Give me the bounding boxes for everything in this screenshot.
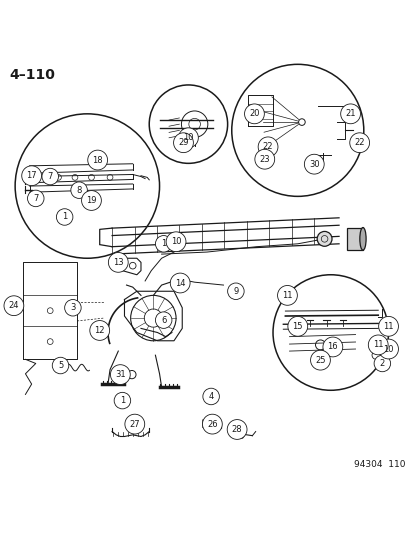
- Circle shape: [277, 286, 297, 305]
- Circle shape: [114, 392, 131, 409]
- Text: 22: 22: [262, 142, 273, 151]
- Text: 4–110: 4–110: [9, 68, 55, 83]
- Circle shape: [125, 414, 145, 434]
- Circle shape: [71, 182, 87, 198]
- Text: 9: 9: [233, 287, 238, 296]
- Text: 21: 21: [344, 109, 355, 118]
- Circle shape: [340, 104, 360, 124]
- Text: 10: 10: [183, 133, 193, 142]
- Text: 94304  110: 94304 110: [353, 459, 404, 469]
- Circle shape: [227, 419, 247, 439]
- Text: 31: 31: [115, 370, 126, 379]
- Text: 13: 13: [113, 258, 123, 267]
- Circle shape: [155, 312, 171, 328]
- Circle shape: [52, 357, 69, 374]
- Text: 20: 20: [249, 109, 259, 118]
- Circle shape: [90, 320, 109, 341]
- Text: 3: 3: [70, 303, 76, 312]
- Circle shape: [110, 365, 130, 384]
- Circle shape: [349, 133, 369, 152]
- Circle shape: [64, 300, 81, 316]
- Circle shape: [27, 190, 44, 207]
- Bar: [347, 228, 362, 250]
- Text: 7: 7: [33, 194, 38, 203]
- Text: 6: 6: [161, 316, 166, 325]
- Text: 25: 25: [314, 356, 325, 365]
- Text: 8: 8: [76, 185, 82, 195]
- Circle shape: [310, 350, 330, 370]
- Circle shape: [42, 168, 58, 185]
- Text: 11: 11: [382, 322, 393, 331]
- Circle shape: [244, 104, 264, 124]
- Text: 2: 2: [379, 359, 384, 368]
- Circle shape: [258, 137, 277, 157]
- Circle shape: [4, 296, 24, 316]
- Circle shape: [108, 253, 128, 272]
- Circle shape: [202, 414, 222, 434]
- Circle shape: [166, 232, 185, 252]
- Circle shape: [22, 166, 41, 185]
- Circle shape: [178, 128, 198, 148]
- Circle shape: [170, 273, 190, 293]
- Text: 22: 22: [354, 138, 364, 147]
- Text: 23: 23: [259, 155, 269, 164]
- Circle shape: [254, 149, 274, 169]
- Circle shape: [322, 337, 342, 357]
- Text: 27: 27: [129, 419, 140, 429]
- Text: 19: 19: [86, 196, 97, 205]
- Circle shape: [155, 236, 171, 252]
- Circle shape: [378, 317, 397, 336]
- Ellipse shape: [359, 228, 365, 250]
- Circle shape: [316, 231, 331, 246]
- Text: 10: 10: [171, 237, 181, 246]
- Circle shape: [368, 335, 387, 355]
- Text: 18: 18: [92, 156, 103, 165]
- Text: 12: 12: [94, 326, 105, 335]
- Text: 17: 17: [26, 171, 37, 180]
- Text: 1: 1: [119, 396, 125, 405]
- Text: 1: 1: [62, 213, 67, 222]
- Circle shape: [81, 191, 101, 211]
- Text: 7: 7: [47, 172, 53, 181]
- Circle shape: [88, 150, 107, 170]
- Text: 15: 15: [292, 322, 302, 331]
- Text: 26: 26: [206, 419, 217, 429]
- Text: 5: 5: [58, 361, 63, 370]
- Text: 1: 1: [161, 239, 166, 248]
- Circle shape: [287, 317, 307, 336]
- Text: 4: 4: [208, 392, 213, 401]
- Circle shape: [378, 339, 397, 359]
- Text: 11: 11: [372, 341, 382, 350]
- Text: 10: 10: [382, 344, 393, 353]
- Text: 24: 24: [9, 301, 19, 310]
- Circle shape: [202, 388, 219, 405]
- Circle shape: [298, 119, 304, 125]
- Circle shape: [373, 355, 390, 372]
- Text: 11: 11: [282, 291, 292, 300]
- Text: 29: 29: [178, 138, 188, 147]
- Circle shape: [173, 133, 193, 152]
- Text: 16: 16: [327, 343, 337, 351]
- Circle shape: [227, 283, 244, 300]
- Text: 30: 30: [308, 160, 319, 168]
- Circle shape: [56, 209, 73, 225]
- Circle shape: [304, 154, 323, 174]
- Text: 14: 14: [175, 279, 185, 287]
- Text: 28: 28: [231, 425, 242, 434]
